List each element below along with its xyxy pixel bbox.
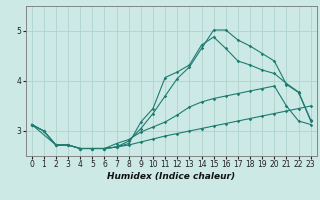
X-axis label: Humidex (Indice chaleur): Humidex (Indice chaleur) xyxy=(107,172,235,181)
